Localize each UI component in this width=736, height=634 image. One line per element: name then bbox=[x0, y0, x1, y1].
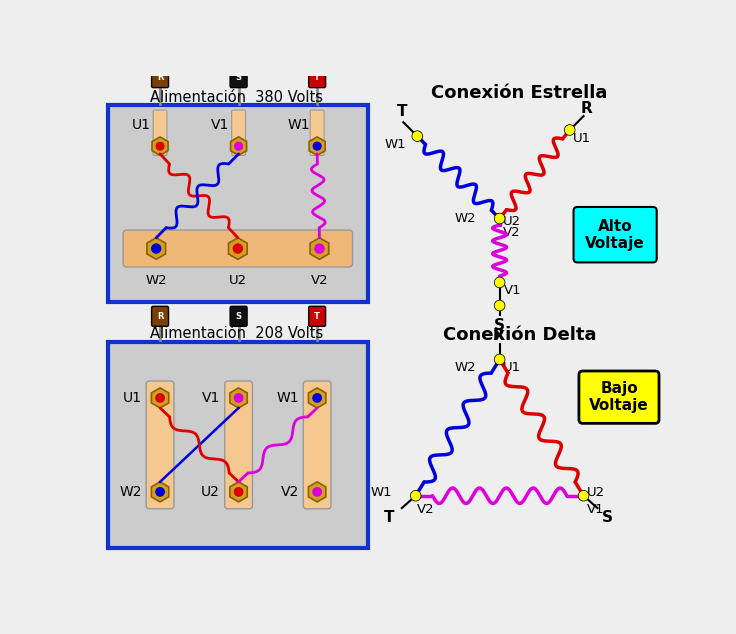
Text: U2: U2 bbox=[229, 274, 247, 287]
Circle shape bbox=[314, 142, 321, 150]
FancyBboxPatch shape bbox=[579, 371, 659, 424]
Text: V2: V2 bbox=[311, 274, 328, 287]
Circle shape bbox=[578, 491, 589, 501]
Text: Conexión Delta: Conexión Delta bbox=[443, 327, 596, 344]
Text: W1: W1 bbox=[276, 391, 299, 405]
Text: S: S bbox=[236, 73, 241, 82]
FancyBboxPatch shape bbox=[308, 68, 325, 87]
Text: V2: V2 bbox=[503, 226, 520, 239]
FancyBboxPatch shape bbox=[107, 105, 368, 302]
Text: W1: W1 bbox=[385, 138, 406, 152]
Circle shape bbox=[156, 142, 164, 150]
Text: V2: V2 bbox=[417, 503, 435, 517]
Circle shape bbox=[412, 131, 422, 141]
Circle shape bbox=[156, 394, 164, 402]
Circle shape bbox=[495, 355, 504, 364]
Circle shape bbox=[495, 214, 504, 223]
FancyBboxPatch shape bbox=[308, 306, 325, 327]
Text: V1: V1 bbox=[211, 119, 230, 133]
Circle shape bbox=[235, 142, 242, 150]
Circle shape bbox=[152, 244, 160, 253]
FancyBboxPatch shape bbox=[123, 230, 353, 267]
Circle shape bbox=[565, 126, 574, 134]
FancyBboxPatch shape bbox=[573, 207, 657, 262]
Text: U1: U1 bbox=[132, 119, 151, 133]
Text: R: R bbox=[157, 312, 163, 321]
Circle shape bbox=[234, 394, 243, 402]
Text: T: T bbox=[383, 510, 394, 524]
Text: W1: W1 bbox=[371, 486, 392, 499]
Text: U2: U2 bbox=[201, 485, 220, 499]
Circle shape bbox=[495, 301, 504, 310]
Text: U1: U1 bbox=[573, 133, 591, 145]
Text: Alto
Voltaje: Alto Voltaje bbox=[585, 219, 645, 251]
FancyBboxPatch shape bbox=[303, 381, 331, 509]
FancyBboxPatch shape bbox=[107, 342, 368, 548]
FancyBboxPatch shape bbox=[230, 306, 247, 327]
Circle shape bbox=[234, 488, 243, 496]
Text: R: R bbox=[492, 328, 504, 342]
Circle shape bbox=[495, 214, 505, 224]
FancyBboxPatch shape bbox=[152, 68, 169, 87]
FancyBboxPatch shape bbox=[153, 110, 167, 155]
Text: Alimentación  380 Volts: Alimentación 380 Volts bbox=[150, 90, 323, 105]
Text: R: R bbox=[581, 101, 592, 116]
Circle shape bbox=[411, 491, 420, 500]
Circle shape bbox=[495, 278, 504, 287]
Circle shape bbox=[313, 394, 322, 402]
Circle shape bbox=[495, 278, 505, 287]
Text: S: S bbox=[494, 318, 505, 333]
Text: V1: V1 bbox=[503, 284, 521, 297]
Text: Conexión Estrella: Conexión Estrella bbox=[431, 84, 608, 102]
FancyBboxPatch shape bbox=[152, 306, 169, 327]
Text: Alimentación  208 Volts: Alimentación 208 Volts bbox=[149, 327, 323, 341]
Circle shape bbox=[495, 301, 505, 311]
Text: U1: U1 bbox=[123, 391, 141, 405]
FancyBboxPatch shape bbox=[230, 68, 247, 87]
Circle shape bbox=[315, 244, 324, 253]
Text: U2: U2 bbox=[587, 486, 605, 499]
Text: Bajo
Voltaje: Bajo Voltaje bbox=[589, 381, 649, 413]
Circle shape bbox=[313, 488, 322, 496]
Circle shape bbox=[495, 354, 505, 365]
FancyBboxPatch shape bbox=[146, 381, 174, 509]
Text: W2: W2 bbox=[455, 212, 476, 225]
FancyBboxPatch shape bbox=[232, 110, 246, 155]
Text: R: R bbox=[157, 73, 163, 82]
Circle shape bbox=[565, 125, 575, 135]
Text: W2: W2 bbox=[146, 274, 167, 287]
Text: S: S bbox=[236, 312, 241, 321]
Circle shape bbox=[233, 244, 242, 253]
Text: V1: V1 bbox=[202, 391, 220, 405]
FancyBboxPatch shape bbox=[310, 110, 324, 155]
Text: U1: U1 bbox=[503, 361, 521, 374]
Text: S: S bbox=[602, 510, 613, 524]
Text: T: T bbox=[397, 104, 407, 119]
Text: U2: U2 bbox=[503, 216, 521, 228]
Text: W2: W2 bbox=[455, 361, 476, 374]
FancyBboxPatch shape bbox=[224, 381, 252, 509]
Circle shape bbox=[411, 491, 421, 501]
Text: W2: W2 bbox=[119, 485, 141, 499]
Circle shape bbox=[156, 488, 164, 496]
Text: T: T bbox=[314, 312, 320, 321]
Text: T: T bbox=[314, 73, 320, 82]
Text: W1: W1 bbox=[287, 119, 310, 133]
Circle shape bbox=[413, 132, 422, 140]
Circle shape bbox=[579, 491, 588, 500]
Text: V1: V1 bbox=[587, 503, 604, 517]
Text: V2: V2 bbox=[280, 485, 299, 499]
